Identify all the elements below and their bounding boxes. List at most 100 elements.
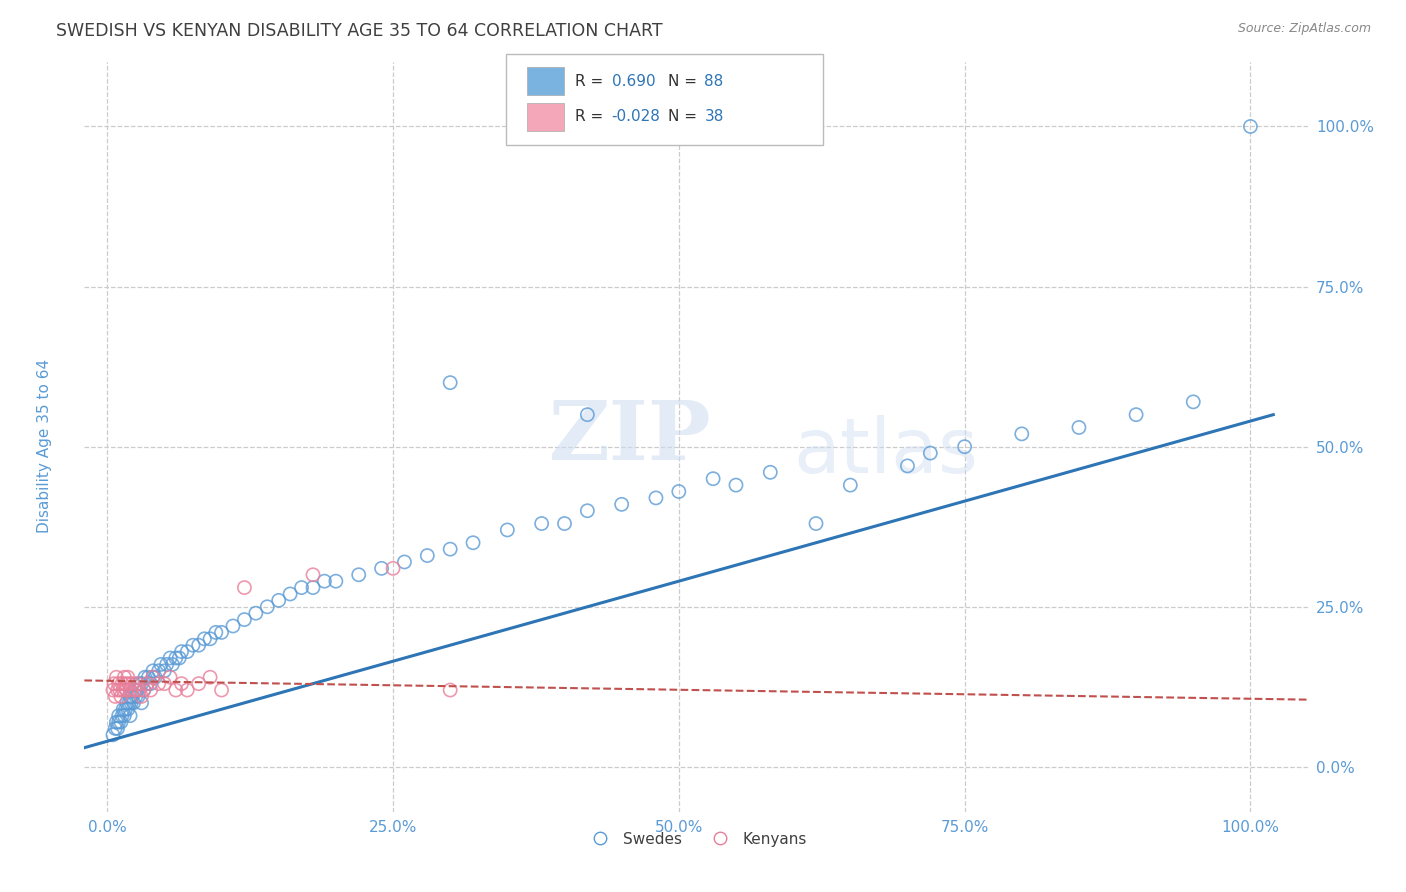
Text: 88: 88 xyxy=(704,74,724,88)
Text: N =: N = xyxy=(668,110,702,124)
Point xyxy=(1011,426,1033,441)
Point xyxy=(110,690,132,704)
Point xyxy=(121,690,143,704)
Point xyxy=(138,670,160,684)
Point xyxy=(461,535,484,549)
Point xyxy=(233,581,256,595)
Point xyxy=(143,670,166,684)
Point xyxy=(162,657,184,672)
Point xyxy=(134,670,156,684)
Point xyxy=(117,702,139,716)
Text: 0.690: 0.690 xyxy=(612,74,655,88)
Point xyxy=(142,670,165,684)
Point xyxy=(121,676,143,690)
Point xyxy=(105,714,128,729)
Point xyxy=(496,523,519,537)
Point xyxy=(101,728,124,742)
Point xyxy=(108,683,131,698)
Point xyxy=(115,696,138,710)
Text: R =: R = xyxy=(575,74,609,88)
Point xyxy=(112,683,135,698)
Point xyxy=(125,683,148,698)
Point xyxy=(104,690,127,704)
Point xyxy=(139,683,162,698)
Point xyxy=(114,676,136,690)
Point xyxy=(439,683,461,698)
Point xyxy=(347,567,370,582)
Point xyxy=(394,555,416,569)
Point xyxy=(170,645,193,659)
Point xyxy=(896,458,918,473)
Point xyxy=(153,664,176,678)
Point xyxy=(256,599,278,614)
Point xyxy=(211,683,233,698)
Point xyxy=(439,376,461,390)
Point xyxy=(112,670,135,684)
Point xyxy=(839,478,862,492)
Point xyxy=(953,440,976,454)
Point xyxy=(759,465,782,479)
Point xyxy=(142,664,165,678)
Point xyxy=(181,638,204,652)
Point xyxy=(122,696,145,710)
Point xyxy=(125,690,148,704)
Point xyxy=(530,516,553,531)
Point xyxy=(124,683,146,698)
Point xyxy=(176,645,198,659)
Point xyxy=(233,613,256,627)
Point xyxy=(120,696,142,710)
Text: Source: ZipAtlas.com: Source: ZipAtlas.com xyxy=(1237,22,1371,36)
Point xyxy=(205,625,228,640)
Point xyxy=(120,690,142,704)
Point xyxy=(120,683,142,698)
Point xyxy=(193,632,215,646)
Point xyxy=(111,708,134,723)
Text: SWEDISH VS KENYAN DISABILITY AGE 35 TO 64 CORRELATION CHART: SWEDISH VS KENYAN DISABILITY AGE 35 TO 6… xyxy=(56,22,662,40)
Point xyxy=(222,619,245,633)
Point xyxy=(103,676,125,690)
Point xyxy=(198,632,221,646)
Point xyxy=(290,581,312,595)
Point xyxy=(131,696,153,710)
Point xyxy=(110,714,132,729)
Point xyxy=(576,504,599,518)
Point xyxy=(118,676,141,690)
Point xyxy=(104,722,127,736)
Point xyxy=(128,683,150,698)
Point xyxy=(211,625,233,640)
Point xyxy=(153,676,176,690)
Point xyxy=(167,651,190,665)
Point xyxy=(302,581,325,595)
Text: N =: N = xyxy=(668,74,702,88)
Point xyxy=(668,484,690,499)
Point xyxy=(139,676,162,690)
Point xyxy=(124,683,146,698)
Point xyxy=(115,683,138,698)
Point xyxy=(131,690,153,704)
Text: R =: R = xyxy=(575,110,609,124)
Point xyxy=(278,587,301,601)
Point xyxy=(156,657,179,672)
Point xyxy=(187,676,209,690)
Point xyxy=(107,676,129,690)
Point xyxy=(149,657,172,672)
Point xyxy=(114,702,136,716)
Point xyxy=(105,670,128,684)
Point xyxy=(107,683,129,698)
Point xyxy=(325,574,347,589)
Point xyxy=(127,690,149,704)
Point xyxy=(107,714,129,729)
Point xyxy=(159,651,181,665)
Point xyxy=(101,683,124,698)
Point xyxy=(1125,408,1147,422)
Point xyxy=(118,696,141,710)
Point xyxy=(112,702,135,716)
Point xyxy=(107,708,129,723)
Legend: Swedes, Kenyans: Swedes, Kenyans xyxy=(578,826,814,853)
Point xyxy=(165,683,187,698)
Point xyxy=(1067,420,1090,434)
Point xyxy=(131,676,153,690)
Point xyxy=(439,542,461,557)
Point xyxy=(382,561,405,575)
Point xyxy=(170,676,193,690)
